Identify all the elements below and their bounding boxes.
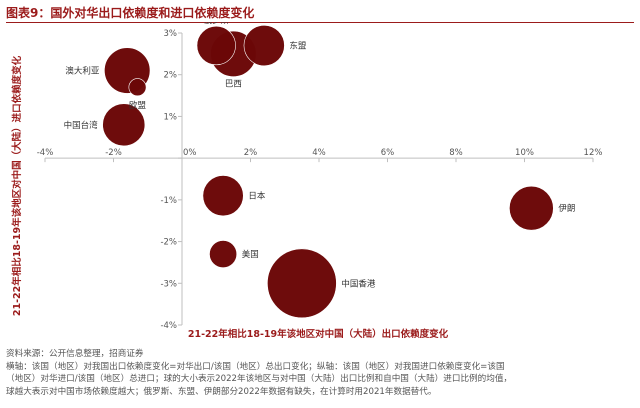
bubble-label: 俄罗斯 xyxy=(203,22,229,26)
bubble-label: 欧盟 xyxy=(129,100,147,111)
bubble-label: 伊朗 xyxy=(558,203,575,214)
note-line-3: 球越大表示对中国市场依赖度越大；俄罗斯、东盟、伊朗部分2022年数据有缺失，在计… xyxy=(6,386,437,397)
x-axis-title: 21-22年相比18-19年该地区对中国（大陆）出口依赖度变化 xyxy=(188,328,449,340)
y-tick-label: -4% xyxy=(160,321,177,331)
bubble-label: 中国台湾 xyxy=(64,120,99,131)
bubble-point xyxy=(196,25,236,66)
axes: -4% -2% 0% 2% 4% 6% 8% 10% 12% 3% 2% 1% -1% -2% -3% -4% xyxy=(37,29,603,331)
bubbles xyxy=(102,24,554,319)
y-axis-title: 21-22年相比18-19年该地区对中国（大陆）进口依赖度变化 xyxy=(11,55,23,316)
figure-title: 图表9：国外对华出口依赖度和进口依赖度变化 xyxy=(6,6,255,20)
bubble-label: 巴西 xyxy=(225,80,242,90)
y-tick-label: -3% xyxy=(160,279,177,289)
y-tick-label: -1% xyxy=(160,196,177,206)
x-tick-label: -2% xyxy=(105,148,122,158)
x-tick-label: 4% xyxy=(312,148,326,158)
note-line-1: 横轴：该国（地区）对我国出口依赖度变化=对华出口/该国（地区）总出口变化；纵轴：… xyxy=(6,361,505,372)
x-tick-label: 0% xyxy=(183,148,197,158)
bubble-chart: -4% -2% 0% 2% 4% 6% 8% 10% 12%3%2%1%-1%-2%-3%-4%… xyxy=(11,22,603,340)
bubble-point xyxy=(128,78,147,97)
y-tick-label: 3% xyxy=(164,29,178,39)
bubble-point xyxy=(243,24,285,67)
y-tick-label: -2% xyxy=(160,238,177,248)
bubble-point xyxy=(102,103,146,147)
note-line-2: （地区）对华进口/该国（地区）总进口；球的大小表示2022年该地区与对中国（大陆… xyxy=(6,374,513,384)
figure-header: 图表9：国外对华出口依赖度和进口依赖度变化 xyxy=(6,4,634,23)
notes-section: 资料来源：公开信息整理，招商证券 横轴：该国（地区）对我国出口依赖度变化=对华出… xyxy=(6,348,634,398)
x-tick-label: -4% xyxy=(37,148,54,158)
bubble-label: 东盟 xyxy=(289,41,307,52)
y-tick-label: 1% xyxy=(164,112,178,122)
bubble-label: 美国 xyxy=(242,249,259,260)
bubble-label: 中国香港 xyxy=(341,278,376,289)
bubble-point xyxy=(267,248,337,319)
bubble-point xyxy=(202,175,244,217)
bubble-point xyxy=(209,240,238,269)
x-tick-label: 6% xyxy=(381,148,395,158)
y-tick-label: 2% xyxy=(164,71,178,81)
x-tick-label: 12% xyxy=(584,148,603,158)
x-tick-label: 10% xyxy=(515,148,534,158)
x-tick-label: 2% xyxy=(244,148,258,158)
bubble-label: 日本 xyxy=(248,191,266,202)
bubble-label: 澳大利亚 xyxy=(65,66,100,77)
source-note: 资料来源：公开信息整理，招商证券 xyxy=(6,349,144,359)
x-tick-label: 8% xyxy=(449,148,463,158)
bubble-point xyxy=(509,185,554,231)
